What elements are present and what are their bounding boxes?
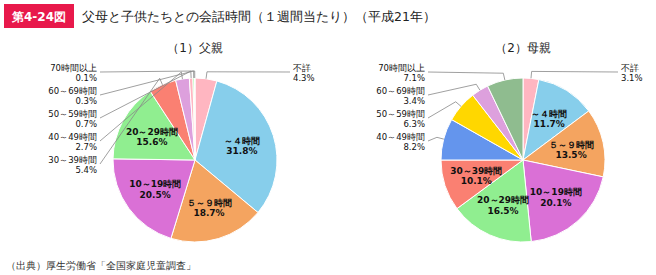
data-label: 30～39時間5.4% <box>48 155 97 175</box>
pie-slice <box>189 78 195 160</box>
label-category: ５～９時間 <box>549 140 594 150</box>
label-value: 20.1% <box>540 198 571 208</box>
label-value: 13.5% <box>555 150 586 160</box>
label-category: 70時間以上 <box>50 63 97 73</box>
label-category: 不詳 <box>621 63 639 73</box>
label-category: 50～59時間 <box>48 109 97 119</box>
label-value: 16.5% <box>487 206 518 216</box>
leader-line <box>206 72 290 79</box>
leader-line <box>100 72 182 141</box>
label-category: 30～39時間 <box>450 166 502 176</box>
label-value: 20.5% <box>140 190 171 200</box>
label-category: 30～39時間 <box>48 155 97 165</box>
label-value: 10.1% <box>461 176 492 186</box>
data-label: 50～59時間0.7% <box>48 109 97 129</box>
label-value: 15.6% <box>136 137 167 147</box>
leader-line <box>428 72 505 80</box>
label-category: 70時間以上 <box>378 63 425 73</box>
label-category: 60～69時間 <box>48 86 97 96</box>
data-label: 不詳4.3% <box>293 63 315 83</box>
data-label: 20～29時間15.6% <box>126 127 178 148</box>
leader-line <box>100 71 194 95</box>
data-label: ５～９時間13.5% <box>549 140 594 161</box>
data-label: 30～39時間10.1% <box>450 166 502 187</box>
label-value: 5.4% <box>75 165 97 175</box>
label-value: 3.4% <box>403 96 425 106</box>
label-value: 8.2% <box>403 142 425 152</box>
header-title: 父母と子供たちとの会話時間（１週間当たり）（平成21年） <box>82 9 436 24</box>
pie-slice <box>193 78 195 160</box>
leader-line <box>531 71 618 78</box>
data-label: ～４時間11.7% <box>531 109 567 130</box>
data-label: 40～49時間8.2% <box>376 132 425 152</box>
label-category: ～４時間 <box>531 109 567 119</box>
data-label: 20～29時間16.5% <box>477 195 529 216</box>
source-note: （出典）厚生労働省「全国家庭児童調査」 <box>6 260 196 271</box>
label-value: 4.3% <box>293 73 315 83</box>
pie-slice <box>176 78 195 160</box>
leader-line <box>428 137 444 141</box>
label-category: 40～49時間 <box>376 132 425 142</box>
label-category: 20～29時間 <box>126 127 178 137</box>
header-label: 第4-24図 <box>11 10 66 24</box>
chart-title: （1）父親 <box>167 41 223 55</box>
header-box <box>4 4 74 28</box>
label-value: 6.3% <box>403 119 425 129</box>
pie-slice <box>523 160 603 242</box>
label-category: 10～19時間 <box>530 187 582 197</box>
label-category: 60～69時間 <box>376 86 425 96</box>
pie-chart: （2）母親～４時間11.7%５～９時間13.5%10～19時間20.1%20～2… <box>376 41 642 242</box>
pie-chart: （1）父親 ～４時間31.8% ５～９時間18.7% 10～19時間20.5% 20～2… <box>48 41 314 242</box>
label-category: ～４時間 <box>224 136 260 146</box>
data-label: 70時間以上0.1% <box>50 63 97 83</box>
pie-slice <box>113 159 195 239</box>
pie-slice <box>488 78 523 160</box>
label-value: 31.8% <box>226 146 257 156</box>
data-label: ５～９時間18.7% <box>187 198 232 219</box>
label-value: 0.7% <box>75 119 97 129</box>
leader-line <box>428 102 461 118</box>
data-labels: ～４時間31.8% ５～９時間18.7% 10～19時間20.5% 20～29時間15… <box>48 63 314 219</box>
pie-slice <box>194 78 196 160</box>
leader-line <box>100 71 191 118</box>
label-category: 20～29時間 <box>477 195 529 205</box>
data-label: 50～59時間6.3% <box>376 109 425 129</box>
data-label: ～４時間31.8% <box>224 136 260 157</box>
label-value: 3.1% <box>621 73 643 83</box>
background <box>0 0 656 275</box>
label-value: 11.7% <box>534 119 565 129</box>
chart-root: 第4-24図 父母と子供たちとの会話時間（１週間当たり）（平成21年） （出典）厚生… <box>0 0 656 275</box>
label-category: 10～19時間 <box>129 179 181 189</box>
data-labels: ～４時間11.7%５～９時間13.5%10～19時間20.1%20～29時間16… <box>376 63 642 216</box>
label-category: 50～59時間 <box>376 109 425 119</box>
label-value: 18.7% <box>193 208 224 218</box>
data-label: 10～19時間20.5% <box>129 179 181 200</box>
leader-line <box>428 84 480 95</box>
label-value: 0.1% <box>75 73 97 83</box>
label-value: 7.1% <box>403 73 425 83</box>
label-category: ５～９時間 <box>187 198 232 208</box>
label-category: 40～49時間 <box>48 132 97 142</box>
label-value: 0.3% <box>75 96 97 106</box>
data-label: 60～69時間0.3% <box>48 86 97 106</box>
leader-line <box>100 78 162 164</box>
data-label: 60～69時間3.4% <box>376 86 425 106</box>
data-label: 40～49時間2.7% <box>48 132 97 152</box>
data-label: 10～19時間20.1% <box>530 187 582 208</box>
label-value: 2.7% <box>75 142 97 152</box>
data-label: 70時間以上7.1% <box>378 63 425 83</box>
label-category: 不詳 <box>293 63 311 73</box>
data-label: 不詳3.1% <box>621 63 643 83</box>
chart-title: （2）母親 <box>495 41 551 55</box>
